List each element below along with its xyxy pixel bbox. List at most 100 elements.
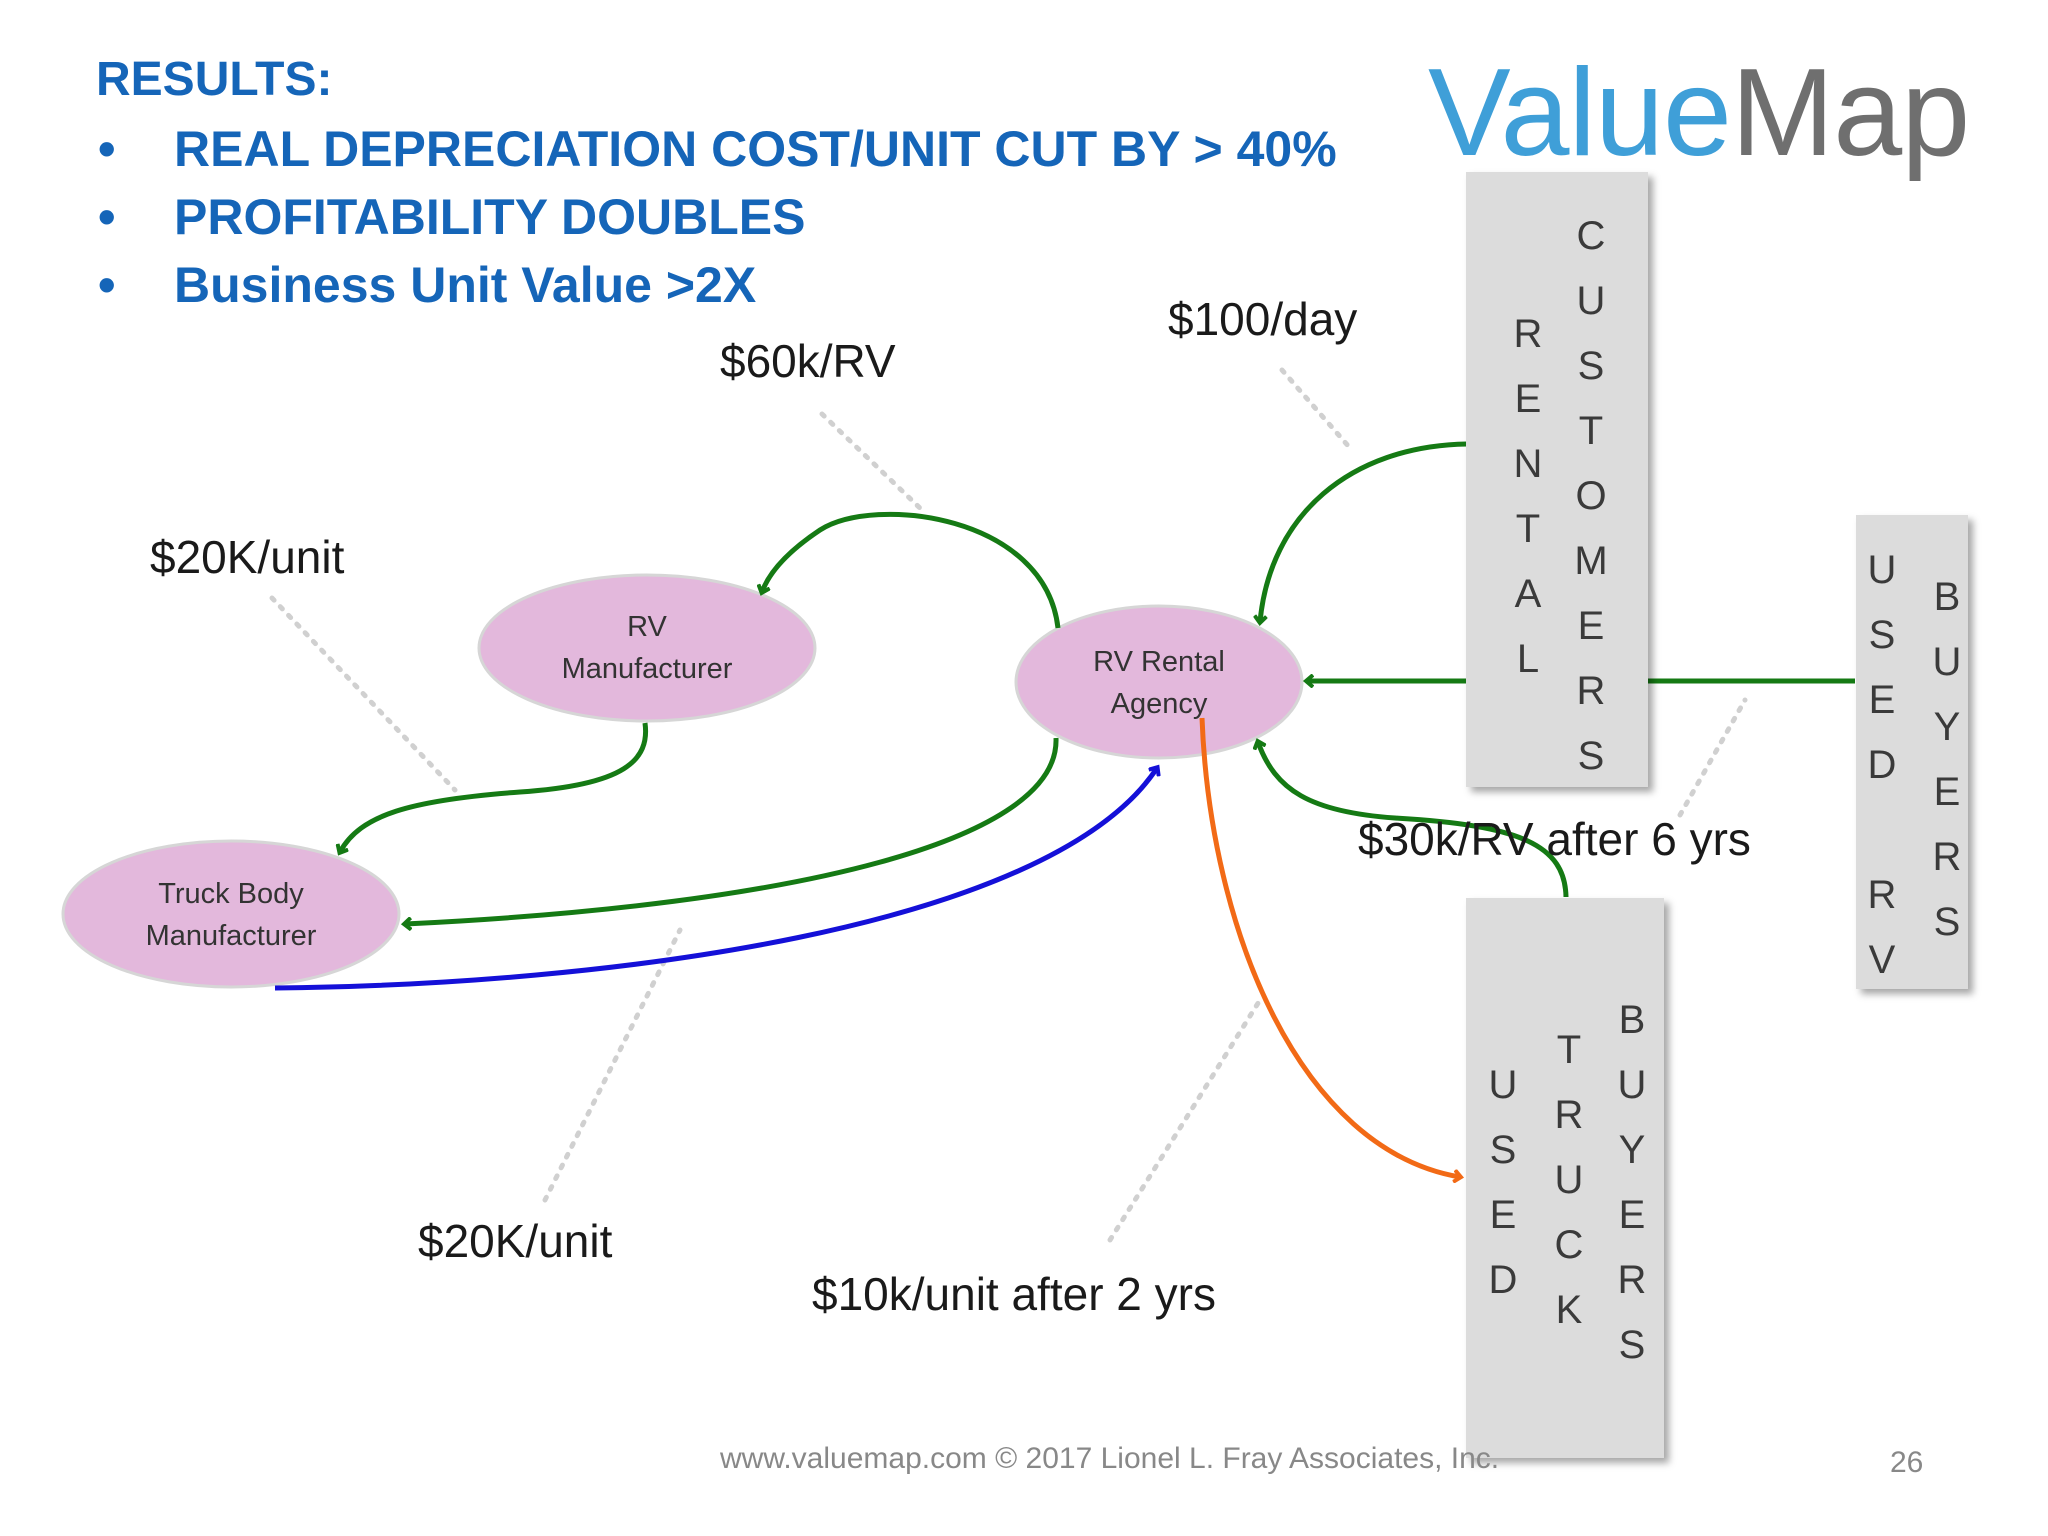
label-20k-per-unit-top: $20K/unit xyxy=(150,531,345,583)
leader-100-day xyxy=(1279,367,1353,451)
rv-manufacturer-line-2: Manufacturer xyxy=(561,653,733,685)
bullet-dot: • xyxy=(98,121,116,177)
vertical-letter: R xyxy=(1576,669,1606,713)
bullet-text: REAL DEPRECIATION COST/UNIT CUT BY > 40% xyxy=(174,121,1337,177)
label-30k-after-6-yrs: $30k/RV after 6 yrs xyxy=(1358,813,1751,865)
bullet-dot: • xyxy=(98,189,116,245)
leader-20k-bottom xyxy=(542,927,683,1203)
logo-value-text: Value xyxy=(1428,44,1732,182)
vertical-letter: A xyxy=(1514,572,1542,616)
rv-rental-agency-line-2: Agency xyxy=(1110,688,1208,720)
bullet-item-3: • Business Unit Value >2X xyxy=(98,256,1298,316)
footer-copyright: www.valuemap.com © 2017 Lionel L. Fray A… xyxy=(720,1442,1500,1475)
vertical-letter: U xyxy=(1488,1063,1518,1107)
vertical-letter: S xyxy=(1577,344,1605,388)
vertical-letter: C xyxy=(1576,214,1606,258)
vertical-letter: L xyxy=(1516,637,1540,681)
arrow-truck-body-to-agency xyxy=(274,768,1157,991)
vertical-letter: K xyxy=(1555,1288,1583,1332)
rv-rental-agency-node[interactable] xyxy=(1014,604,1304,760)
arrow-used-truck-buyers-to-agency xyxy=(1258,742,1569,898)
vertical-letter: D xyxy=(1488,1258,1518,1302)
arrow-agency-to-truck-body xyxy=(405,737,1059,924)
label-60k-per-rv: $60k/RV xyxy=(720,335,896,387)
bullet-text: Business Unit Value >2X xyxy=(174,257,757,313)
valuemap-logo: ValueMap xyxy=(1428,42,1970,184)
vertical-letter: T xyxy=(1515,507,1541,551)
rv-manufacturer-line-1: RV xyxy=(627,611,667,643)
vertical-letter: M xyxy=(1574,539,1608,583)
truck-body-manufacturer-label: Truck Body Manufacturer xyxy=(81,873,381,957)
label-10k-after-2-yrs: $10k/unit after 2 yrs xyxy=(812,1268,1216,1320)
vertical-letter: R xyxy=(1554,1093,1584,1137)
vertical-letter: S xyxy=(1618,1323,1646,1367)
vertical-letter: U xyxy=(1554,1158,1584,1202)
vertical-letter: B xyxy=(1933,575,1961,619)
vertical-letter: S xyxy=(1868,613,1896,657)
label-20k-per-unit-bottom: $20K/unit xyxy=(418,1215,613,1267)
rv-manufacturer-node[interactable] xyxy=(477,573,817,723)
vertical-letter: R xyxy=(1932,835,1962,879)
leader-60k-rv xyxy=(819,411,925,513)
vertical-letter: B xyxy=(1618,998,1646,1042)
vertical-letter: S xyxy=(1489,1128,1517,1172)
vertical-letter: U xyxy=(1867,548,1897,592)
vertical-letter: E xyxy=(1489,1193,1517,1237)
results-heading: RESULTS: xyxy=(96,53,333,106)
vertical-letter: O xyxy=(1575,474,1607,518)
bullet-dot: • xyxy=(98,257,116,313)
rv-rental-agency-line-1: RV Rental xyxy=(1093,646,1225,678)
vertical-letter xyxy=(1862,798,1902,863)
truck-body-manufacturer-node[interactable] xyxy=(61,839,401,989)
page-number: 26 xyxy=(1890,1446,1924,1479)
rv-rental-agency-label: RV Rental Agency xyxy=(1009,641,1309,725)
vertical-letter: T xyxy=(1556,1028,1582,1072)
label-100-per-day: $100/day xyxy=(1168,293,1358,345)
vertical-letter: E xyxy=(1514,377,1542,421)
vertical-letter: U xyxy=(1617,1063,1647,1107)
vertical-letter: U xyxy=(1576,279,1606,323)
truck-body-line-1: Truck Body xyxy=(158,878,304,910)
vertical-letter: C xyxy=(1554,1223,1584,1267)
vertical-letter: Y xyxy=(1618,1128,1646,1172)
leader-30k xyxy=(1677,697,1748,818)
vertical-letter: E xyxy=(1618,1193,1646,1237)
vertical-letter: U xyxy=(1932,640,1962,684)
vertical-letter: V xyxy=(1868,938,1896,982)
bullet-item-1: • REAL DEPRECIATION COST/UNIT CUT BY > 4… xyxy=(98,120,1337,180)
vertical-letter: E xyxy=(1933,770,1961,814)
vertical-letter: E xyxy=(1577,604,1605,648)
bullet-text: PROFITABILITY DOUBLES xyxy=(174,189,806,245)
truck-body-line-2: Manufacturer xyxy=(145,920,317,952)
vertical-letter: E xyxy=(1868,678,1896,722)
vertical-letter: R xyxy=(1867,873,1897,917)
leader-10k xyxy=(1107,997,1263,1243)
arrow-rv-manufacturer-to-truck-body xyxy=(340,722,649,852)
vertical-letter: N xyxy=(1513,442,1543,486)
vertical-letter: T xyxy=(1578,409,1604,453)
vertical-letter: S xyxy=(1933,900,1961,944)
vertical-letter: R xyxy=(1513,312,1543,356)
arrow-agency-to-rv-manufacturer xyxy=(762,511,1061,629)
rv-manufacturer-label: RV Manufacturer xyxy=(497,606,797,690)
logo-map-text: Map xyxy=(1730,44,1970,182)
vertical-letter: D xyxy=(1867,743,1897,787)
vertical-letter: R xyxy=(1617,1258,1647,1302)
arrow-agency-to-used-truck-buyers xyxy=(1199,717,1460,1177)
leader-20k-top xyxy=(269,595,458,793)
arrow-rental-customers-to-agency xyxy=(1260,441,1468,622)
vertical-letter: S xyxy=(1577,734,1605,778)
bullet-item-2: • PROFITABILITY DOUBLES xyxy=(98,188,1298,248)
